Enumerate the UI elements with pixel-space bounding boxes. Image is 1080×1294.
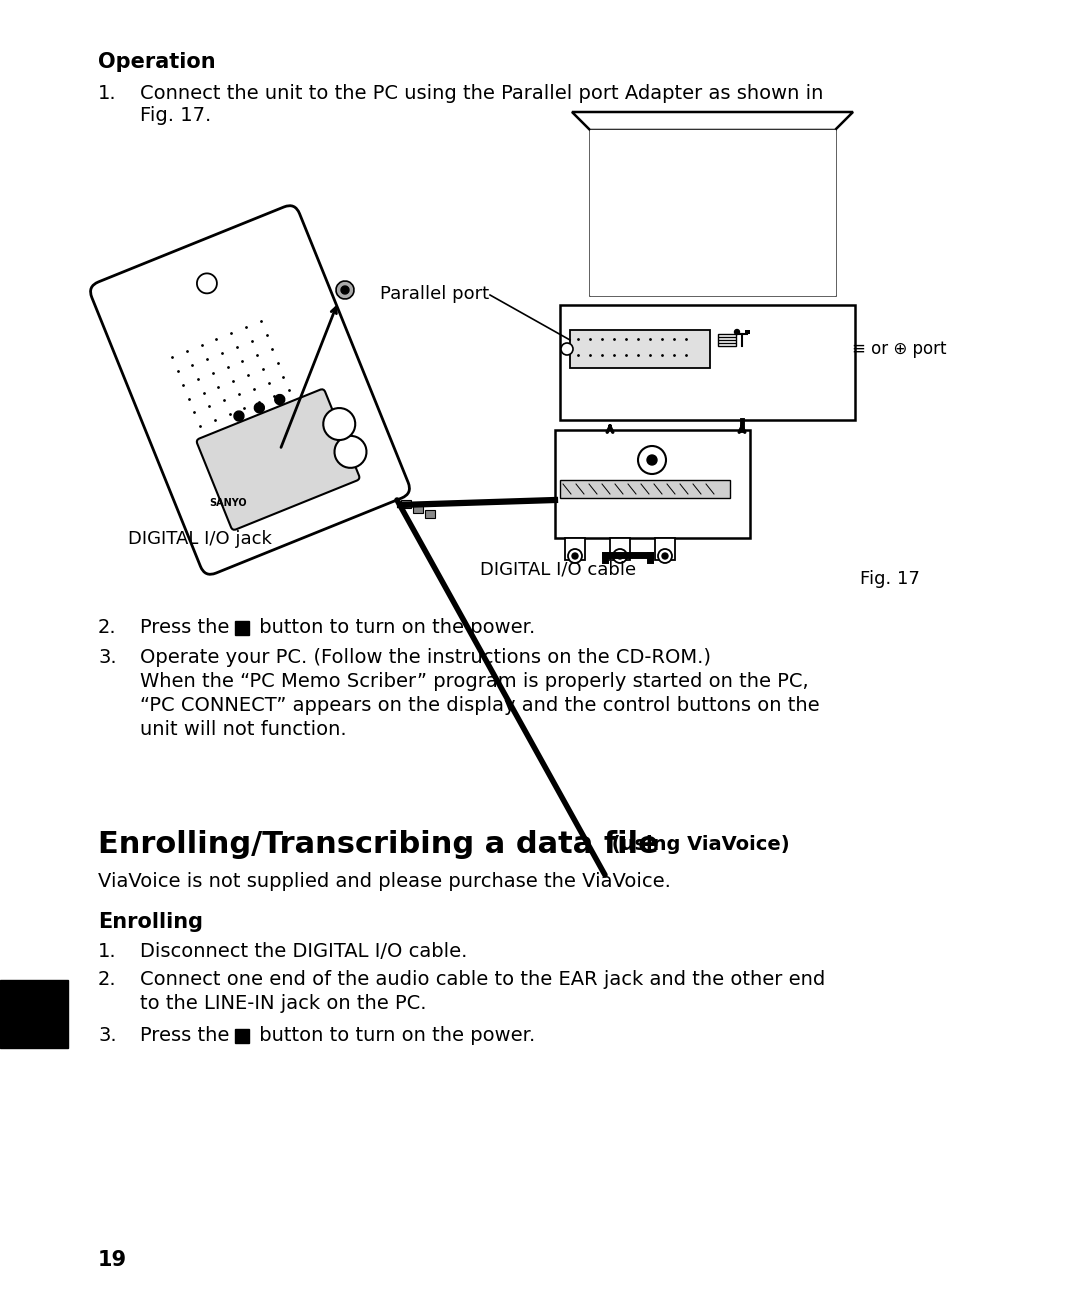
Bar: [555, 430, 750, 538]
Bar: [745, 330, 750, 334]
Circle shape: [658, 549, 672, 563]
Text: Fig. 17.: Fig. 17.: [140, 106, 212, 126]
Bar: [654, 538, 675, 560]
Text: When the “PC Memo Scriber” program is properly started on the PC,: When the “PC Memo Scriber” program is pr…: [140, 672, 809, 691]
Text: Press the: Press the: [140, 1026, 235, 1046]
Bar: [590, 129, 835, 295]
Bar: [610, 538, 630, 560]
Text: DIGITAL I/O cable: DIGITAL I/O cable: [480, 560, 636, 578]
Circle shape: [572, 553, 578, 559]
Circle shape: [613, 549, 627, 563]
Bar: [426, 510, 435, 518]
Text: 3.: 3.: [98, 648, 117, 666]
Bar: [561, 480, 730, 498]
Circle shape: [336, 281, 354, 299]
Text: Fig. 17: Fig. 17: [860, 569, 920, 587]
Text: ViaVoice is not supplied and please purchase the ViaVoice.: ViaVoice is not supplied and please purc…: [98, 872, 671, 892]
Circle shape: [561, 343, 573, 355]
Circle shape: [341, 286, 349, 294]
Bar: [718, 334, 735, 345]
Text: to the LINE-IN jack on the PC.: to the LINE-IN jack on the PC.: [140, 994, 427, 1013]
Circle shape: [617, 553, 623, 559]
Text: Operation: Operation: [98, 52, 216, 72]
Text: SANYO: SANYO: [210, 498, 247, 509]
Text: Disconnect the DIGITAL I/O cable.: Disconnect the DIGITAL I/O cable.: [140, 942, 468, 961]
Text: 19: 19: [98, 1250, 127, 1269]
Circle shape: [647, 455, 657, 465]
Text: 2.: 2.: [98, 970, 117, 989]
Text: DIGITAL I/O jack: DIGITAL I/O jack: [129, 531, 272, 547]
Circle shape: [234, 411, 244, 421]
Bar: [565, 538, 585, 560]
Text: button to turn on the power.: button to turn on the power.: [253, 619, 536, 637]
Text: 1.: 1.: [98, 84, 117, 104]
Text: unit will not function.: unit will not function.: [140, 719, 347, 739]
Circle shape: [734, 330, 740, 335]
Bar: [605, 145, 680, 250]
Circle shape: [323, 408, 355, 440]
Text: 3.: 3.: [98, 1026, 117, 1046]
FancyBboxPatch shape: [91, 206, 409, 575]
Bar: [401, 499, 411, 509]
Text: “PC CONNECT” appears on the display and the control buttons on the: “PC CONNECT” appears on the display and …: [140, 696, 820, 716]
Text: Press the: Press the: [140, 619, 235, 637]
Text: 2.: 2.: [98, 619, 117, 637]
Bar: [235, 1029, 249, 1043]
Circle shape: [255, 402, 265, 413]
Text: Operate your PC. (Follow the instructions on the CD-ROM.): Operate your PC. (Follow the instruction…: [140, 648, 711, 666]
Bar: [413, 505, 423, 512]
Bar: [690, 145, 765, 250]
Text: 1.: 1.: [98, 942, 117, 961]
Bar: [235, 621, 249, 635]
Circle shape: [197, 273, 217, 294]
Text: Connect one end of the audio cable to the EAR jack and the other end: Connect one end of the audio cable to th…: [140, 970, 825, 989]
Bar: [620, 258, 720, 286]
Circle shape: [638, 446, 666, 474]
Text: Connect the unit to the PC using the Parallel port Adapter as shown in: Connect the unit to the PC using the Par…: [140, 84, 823, 104]
Text: Enrolling/Transcribing a data file: Enrolling/Transcribing a data file: [98, 829, 659, 859]
Circle shape: [335, 436, 366, 468]
Text: ≡ or ⊕ port: ≡ or ⊕ port: [852, 340, 946, 358]
Bar: [0, 980, 68, 1048]
Circle shape: [662, 553, 669, 559]
Text: (using ViaVoice): (using ViaVoice): [605, 835, 789, 854]
Text: button to turn on the power.: button to turn on the power.: [253, 1026, 536, 1046]
Text: Parallel port: Parallel port: [380, 285, 489, 303]
Bar: [570, 330, 710, 367]
FancyBboxPatch shape: [197, 389, 360, 529]
Bar: [590, 129, 835, 295]
Circle shape: [568, 549, 582, 563]
Circle shape: [274, 395, 285, 405]
Text: Enrolling: Enrolling: [98, 912, 203, 932]
Bar: [561, 305, 855, 421]
Polygon shape: [572, 113, 853, 129]
